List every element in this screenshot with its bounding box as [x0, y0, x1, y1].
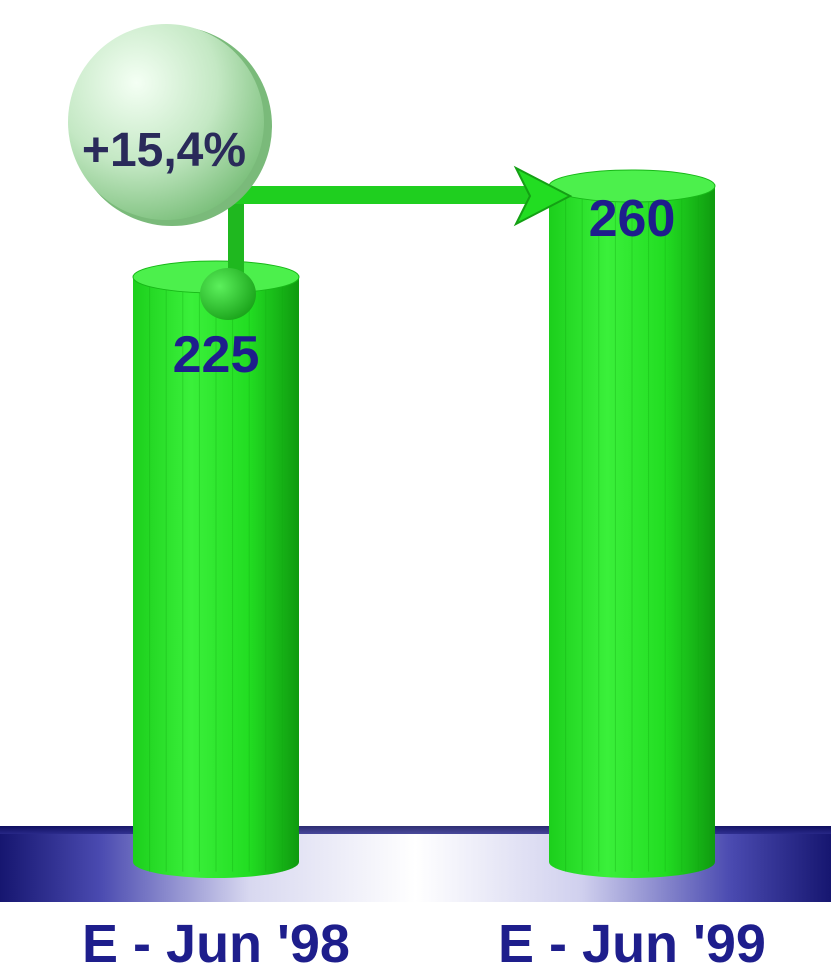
category-label-jun98: E - Jun '98: [82, 914, 350, 974]
connector-stem: [228, 186, 244, 274]
bars-group: [132, 169, 716, 878]
value-label-jun98: 225: [173, 326, 260, 384]
bar-jun98: [132, 260, 300, 878]
connector-dot: [200, 268, 256, 320]
value-label-jun99: 260: [589, 190, 676, 248]
base-platform-edge: [0, 826, 831, 834]
bar-jun99: [548, 169, 716, 878]
bar-jun99-body: [549, 186, 715, 878]
change-badge: [68, 24, 264, 220]
change-badge-text: +15,4%: [82, 124, 246, 177]
connector-arrowhead: [513, 165, 573, 227]
change-indicator: +15,4%: [68, 24, 573, 320]
category-label-jun99: E - Jun '99: [498, 914, 766, 974]
connector-arrow-shaft: [234, 186, 534, 204]
bar-jun98-body: [133, 277, 299, 878]
